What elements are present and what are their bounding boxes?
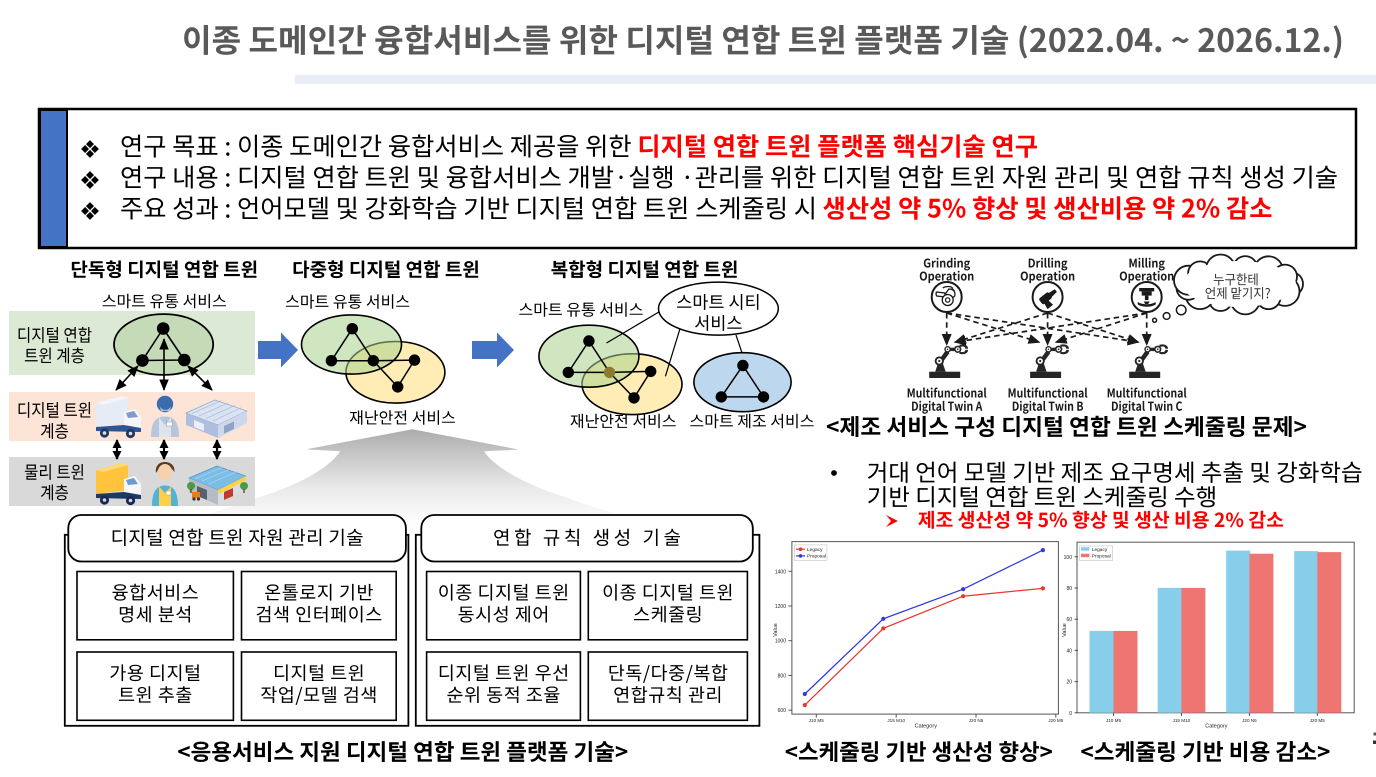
- svg-text:Category: Category: [915, 724, 938, 730]
- svg-text:Value: Value: [1062, 623, 1068, 637]
- svg-text:Legacy: Legacy: [1092, 547, 1108, 553]
- svg-text:40: 40: [1066, 648, 1072, 654]
- svg-text:60: 60: [1066, 617, 1072, 623]
- svg-text:800: 800: [778, 674, 787, 680]
- svg-text:600: 600: [778, 708, 787, 714]
- svg-text:20: 20: [1066, 680, 1072, 686]
- svg-text:1000: 1000: [775, 639, 786, 645]
- svg-text:Category: Category: [1205, 724, 1228, 730]
- svg-text:J20 M5: J20 M5: [1048, 718, 1064, 723]
- svg-text:J20 M5: J20 M5: [1310, 718, 1326, 723]
- svg-text:J10 M5: J10 M5: [1106, 718, 1122, 723]
- svg-text:80: 80: [1066, 586, 1072, 592]
- svg-text:1400: 1400: [775, 569, 786, 575]
- svg-text:1200: 1200: [775, 604, 786, 610]
- svg-text:J10 M5: J10 M5: [809, 718, 825, 723]
- svg-text:J20 N5: J20 N5: [969, 718, 984, 723]
- svg-text:Proposal: Proposal: [807, 554, 826, 560]
- svg-text:J15 M10: J15 M10: [1173, 718, 1191, 723]
- svg-text:J15 M10: J15 M10: [887, 718, 905, 723]
- svg-text:J20 N5: J20 N5: [1242, 718, 1257, 723]
- svg-text:0: 0: [1069, 711, 1072, 717]
- svg-text:Legacy: Legacy: [807, 547, 823, 553]
- svg-text:Value: Value: [773, 623, 779, 637]
- svg-text:100: 100: [1064, 555, 1073, 561]
- svg-text:Proposal: Proposal: [1092, 554, 1111, 560]
